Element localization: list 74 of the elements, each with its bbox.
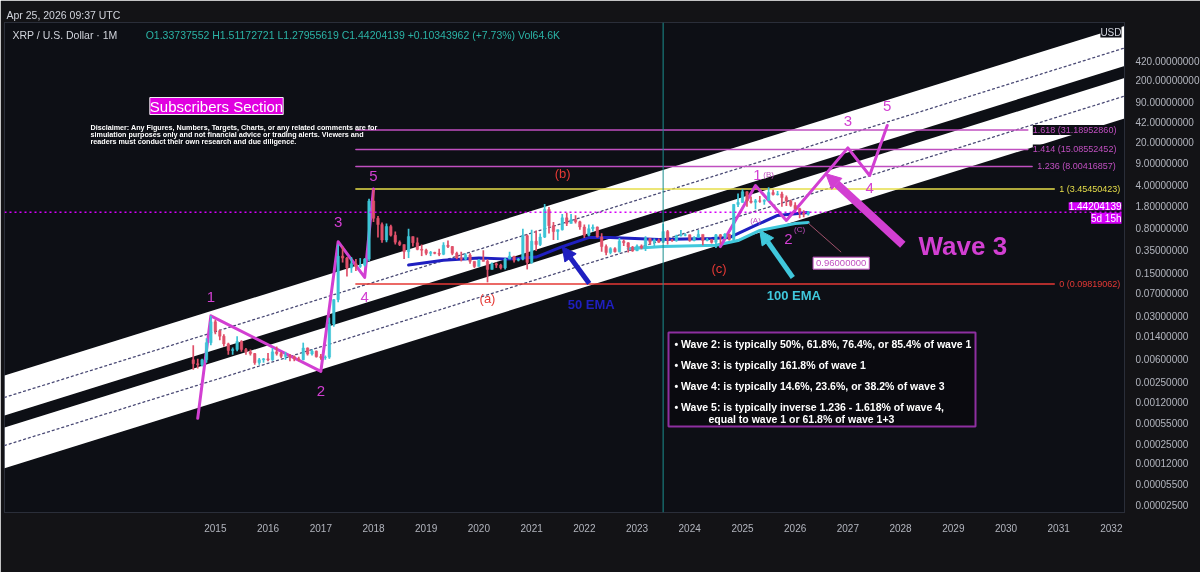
y-tick-label: 0.07000000: [1135, 288, 1189, 300]
annotation: • Wave 4: is typically 14.6%, 23.6%, or 38.2% of wave 3: [674, 379, 945, 392]
y-tick-label: 9.00000000: [1135, 158, 1189, 170]
annotation: (a): [479, 290, 496, 306]
y-tick-label: 0.00055000: [1135, 417, 1189, 429]
x-tick-label: 2031: [1047, 522, 1071, 534]
x-tick-label: 2022: [573, 522, 596, 534]
y-tick-label: 1.80000000: [1135, 201, 1189, 213]
series-label: 1.236 (8.00416857): [1037, 161, 1116, 172]
series-label: 0 (0.09819062): [1059, 279, 1121, 290]
annotation: (c): [711, 261, 727, 277]
annotation: 1: [753, 165, 762, 183]
text: Apr 25, 2026 09:37 UTC: [6, 9, 121, 21]
y-tick-label: 0.00012000: [1135, 458, 1189, 470]
y-tick-label: 0.00005500: [1135, 479, 1189, 491]
annotation: • Wave 5: is typically inverse 1.236 - 1.618% of wave 4, equal to wave 1 or 61.8% of wave 1+3: [674, 400, 945, 425]
y-tick-label: 0.00250000: [1135, 377, 1189, 389]
y-axis-title: USD: [1100, 26, 1122, 38]
annotation: 0.96000000: [816, 257, 867, 269]
annotation: 5: [883, 97, 892, 115]
series-label: 1 (3.45450423): [1059, 183, 1121, 194]
y-tick-label: 0.00025000: [1135, 438, 1189, 450]
series-label: 1.414 (15.08552452): [1032, 144, 1117, 155]
annotation: Subscribers Section: [149, 97, 284, 115]
series-label: 1.618 (31.18952860): [1032, 125, 1117, 136]
annotation: • Wave 3: is typically 161.8% of wave 1: [674, 358, 866, 371]
y-tick-label: 90.00000000: [1135, 96, 1195, 108]
y-tick-label: 20.00000000: [1135, 136, 1195, 148]
text: XRP / U.S. Dollar · 1M: [12, 28, 118, 41]
x-tick-label: 2030: [994, 522, 1018, 534]
x-tick-label: 2021: [520, 522, 544, 534]
x-tick-label: 2028: [889, 522, 913, 534]
annotation: 3: [333, 212, 343, 230]
annotation: 2: [784, 230, 793, 248]
x-tick-label: 2018: [362, 522, 386, 534]
x-tick-label: 2025: [731, 522, 755, 534]
x-tick-label: 2023: [625, 522, 649, 534]
annotation: (B): [763, 169, 775, 179]
y-tick-label: 0.00002500: [1135, 500, 1189, 512]
y-tick-label: 0.35000000: [1135, 245, 1189, 257]
x-tick-label: 2017: [309, 522, 333, 534]
annotation: 1: [206, 287, 216, 305]
annotation: (A): [750, 215, 762, 225]
x-tick-label: 2015: [204, 522, 227, 534]
annotation: 5: [369, 166, 378, 184]
y-tick-label: 0.03000000: [1135, 310, 1189, 322]
x-tick-label: 2032: [1100, 522, 1123, 534]
x-tick-label: 2024: [678, 522, 702, 534]
annotation: 50 EMA: [567, 297, 616, 313]
x-tick-label: 2016: [256, 522, 280, 534]
y-tick-label: 0.15000000: [1135, 267, 1189, 279]
y-tick-label: 0.00120000: [1135, 396, 1189, 408]
x-tick-label: 2026: [784, 522, 807, 534]
y-tick-label: 0.00600000: [1135, 353, 1189, 365]
y-tick-label: 420.00000000: [1135, 55, 1200, 67]
ref-line-label: 1.44204139 5d 15h: [1068, 201, 1122, 224]
annotation: (C): [794, 224, 806, 234]
annotation: 3: [843, 111, 853, 129]
y-tick-label: 0.01400000: [1135, 331, 1189, 343]
y-tick-label: 4.00000000: [1135, 179, 1189, 191]
annotation: Wave 3: [918, 230, 1008, 261]
y-tick-label: 0.80000000: [1135, 223, 1189, 235]
x-tick-label: 2020: [467, 522, 491, 534]
annotation: 2: [316, 382, 325, 400]
x-tick-label: 2019: [415, 522, 438, 534]
y-tick-label: 200.00000000: [1135, 75, 1200, 87]
x-tick-label: 2029: [942, 522, 965, 534]
x-tick-label: 2027: [836, 522, 860, 534]
annotation: (b): [554, 165, 571, 181]
y-tick-label: 42.00000000: [1135, 117, 1195, 129]
annotation: 4: [360, 288, 369, 306]
annotation: 100 EMA: [766, 287, 822, 303]
annotation: • Wave 2: is typically 50%, 61.8%, 76.4%, or 85.4% of wave 1: [674, 337, 972, 350]
text: O1.33737552 H1.51172721 L1.27955619 C1.44204139 +0.10343962 (+7.73%) Vol64.6K: [145, 28, 561, 41]
